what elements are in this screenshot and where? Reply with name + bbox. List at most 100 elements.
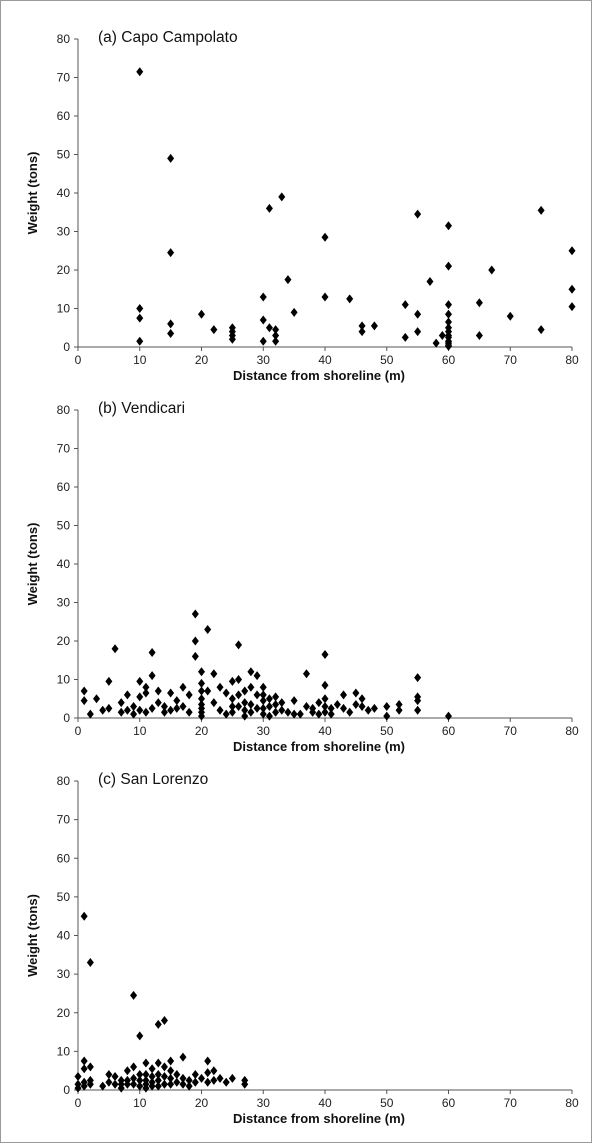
y-tick-label: 50 (57, 148, 71, 162)
data-point (179, 701, 187, 711)
data-point (142, 707, 150, 717)
data-point (148, 648, 156, 658)
data-point (228, 707, 236, 717)
x-tick-label: 60 (442, 353, 456, 367)
data-point (117, 707, 125, 717)
data-point (105, 1070, 113, 1080)
y-tick-label: 0 (63, 711, 70, 725)
data-point (278, 705, 286, 715)
panel-1: 0 10 20 30 40 50 60 70 80 0 10 20 30 40 50 60 70 80 (a) Ca… (25, 29, 579, 383)
data-point (185, 1081, 193, 1091)
data-point (315, 698, 323, 708)
data-point (568, 302, 576, 312)
data-point (130, 990, 138, 1000)
data-point (136, 1031, 144, 1041)
data-point (253, 690, 261, 700)
x-tick-label: 0 (75, 1096, 82, 1110)
data-point (265, 694, 273, 704)
data-point (136, 705, 144, 715)
x-tick-label: 20 (195, 724, 209, 738)
data-point (278, 698, 286, 708)
data-point (370, 703, 378, 713)
panel-3: 0 10 20 30 40 50 60 70 80 0 10 20 30 40 50 60 70 80 (c) Sa… (25, 771, 579, 1126)
data-point (130, 1062, 138, 1072)
data-point (191, 651, 199, 661)
data-point (364, 705, 372, 715)
data-point (216, 1073, 224, 1083)
data-point (265, 203, 273, 213)
x-tick-label: 70 (504, 1096, 518, 1110)
data-point (185, 1075, 193, 1085)
data-point (191, 1077, 199, 1087)
x-tick-label: 30 (257, 1096, 271, 1110)
data-point (123, 1079, 131, 1089)
data-point (111, 1071, 119, 1081)
data-point (222, 709, 230, 719)
data-point (204, 1077, 212, 1087)
x-tick-label: 10 (133, 1096, 147, 1110)
data-point (247, 667, 255, 677)
data-point (136, 304, 144, 313)
data-point (426, 277, 434, 287)
data-point (537, 325, 545, 335)
data-point (167, 1056, 175, 1066)
data-point (241, 686, 249, 696)
data-point (302, 701, 310, 711)
data-point (445, 341, 452, 351)
data-point (185, 690, 193, 700)
x-tick-label: 80 (565, 353, 579, 367)
y-axis-title: Weight (tons) (25, 523, 40, 606)
data-point (136, 1075, 144, 1085)
data-point (235, 701, 243, 711)
data-point (111, 1079, 119, 1089)
data-point (321, 680, 329, 690)
data-point (290, 709, 298, 719)
data-point (160, 1062, 168, 1072)
data-point (445, 261, 452, 271)
data-point (333, 700, 341, 710)
y-tick-label: 80 (57, 403, 71, 417)
y-tick-label: 30 (57, 596, 71, 610)
data-point (315, 709, 323, 719)
data-point (185, 707, 193, 717)
data-point (241, 711, 249, 721)
data-point (160, 1015, 168, 1025)
x-tick-label: 50 (380, 353, 394, 367)
data-point (395, 700, 403, 710)
y-tick-label: 70 (57, 813, 71, 827)
data-point (414, 327, 422, 337)
data-point (414, 673, 422, 683)
data-point (117, 698, 125, 708)
panel-title: (b) Vendicari (98, 400, 185, 417)
data-point (537, 205, 545, 215)
data-point (475, 330, 483, 340)
x-tick-label: 10 (133, 353, 147, 367)
data-point (259, 703, 267, 713)
data-point (136, 1070, 144, 1080)
panel-title: (c) San Lorenzo (98, 771, 208, 788)
data-point (235, 675, 243, 684)
y-tick-label: 40 (57, 557, 71, 571)
y-tick-label: 0 (63, 340, 70, 354)
x-tick-label: 10 (133, 724, 147, 738)
data-point (222, 688, 230, 698)
data-point (414, 696, 422, 706)
data-point (130, 701, 138, 711)
data-point (210, 325, 218, 335)
data-point (86, 1062, 94, 1072)
data-point (167, 319, 175, 329)
y-tick-label: 50 (57, 890, 71, 904)
data-point (395, 705, 403, 715)
data-point (228, 701, 236, 711)
data-point (198, 309, 205, 319)
x-tick-label: 70 (504, 353, 518, 367)
data-point (198, 711, 205, 721)
data-point (228, 1073, 236, 1083)
data-point (321, 694, 329, 704)
data-point (290, 696, 298, 706)
data-point (358, 321, 366, 331)
data-point (259, 292, 267, 302)
panel-2: 0 10 20 30 40 50 60 70 80 0 10 20 30 40 50 60 70 80 (b) Ve… (25, 400, 579, 754)
